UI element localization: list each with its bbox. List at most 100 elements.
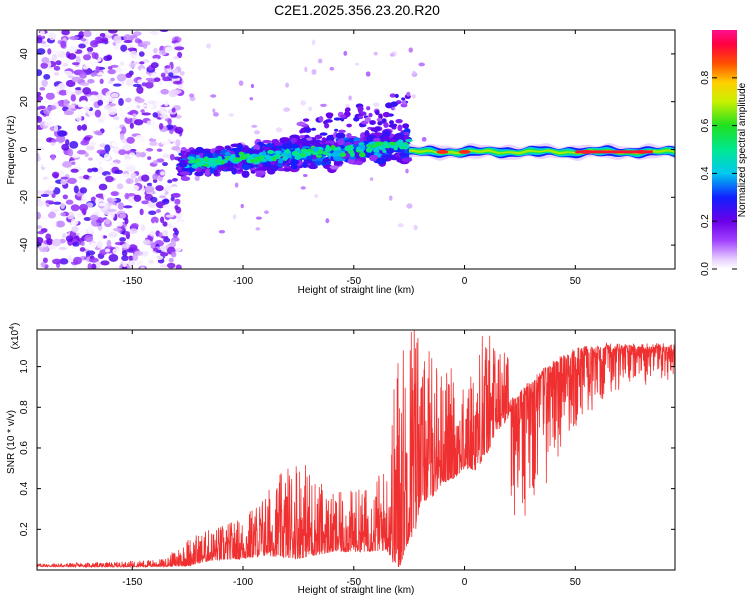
noise-speckle xyxy=(72,241,80,247)
noise-speckle xyxy=(37,91,42,97)
noise-speckle xyxy=(166,262,176,269)
signal-core xyxy=(373,149,380,153)
sparse-speckle xyxy=(413,224,418,231)
noise-speckle xyxy=(162,76,171,82)
noise-speckle xyxy=(140,266,145,269)
noise-speckle xyxy=(87,51,93,55)
sparse-speckle xyxy=(343,50,348,56)
noise-speckle xyxy=(174,126,184,134)
noise-speckle xyxy=(171,89,182,94)
noise-speckle xyxy=(174,198,181,205)
noise-speckle xyxy=(140,109,145,113)
sparse-speckle xyxy=(254,130,260,135)
noise-speckle xyxy=(60,202,65,210)
signal-blob xyxy=(335,160,344,165)
sparse-speckle xyxy=(300,186,306,190)
noise-speckle xyxy=(110,77,115,82)
noise-speckle xyxy=(113,227,122,232)
noise-speckle xyxy=(76,149,87,155)
noise-speckle xyxy=(51,50,61,55)
noise-speckle xyxy=(155,89,161,96)
noise-speckle xyxy=(129,50,138,59)
noise-speckle xyxy=(128,62,136,69)
noise-speckle xyxy=(133,194,142,202)
snr-ytick-label: 0.6 xyxy=(19,441,30,455)
noise-speckle xyxy=(142,125,152,129)
noise-speckle xyxy=(160,245,166,252)
noise-speckle xyxy=(65,199,74,205)
signal-blob xyxy=(381,154,392,159)
noise-speckle xyxy=(140,68,145,75)
signal-core xyxy=(282,151,287,157)
spec-ytick-label: 40 xyxy=(19,48,30,60)
noise-speckle xyxy=(88,157,93,161)
signal-core xyxy=(264,154,271,160)
noise-speckle xyxy=(162,154,173,158)
noise-speckle xyxy=(150,72,159,79)
noise-speckle xyxy=(70,94,76,102)
signal-core xyxy=(291,150,300,156)
noise-speckle xyxy=(158,107,166,114)
signal-core xyxy=(233,157,241,163)
noise-speckle xyxy=(140,224,146,232)
noise-speckle xyxy=(172,227,178,232)
sparse-speckle xyxy=(234,182,239,188)
noise-speckle xyxy=(142,235,148,239)
noise-speckle xyxy=(129,228,138,235)
noise-speckle xyxy=(148,259,155,264)
snr-xlabel: Height of straight line (km) xyxy=(298,585,415,596)
upper-streak xyxy=(353,116,360,122)
signal-core xyxy=(217,155,223,161)
noise-speckle xyxy=(65,79,76,88)
noise-speckle xyxy=(123,34,132,42)
noise-speckle xyxy=(171,146,181,151)
signal-core xyxy=(203,157,208,162)
spec-xtick-label: 50 xyxy=(570,276,582,287)
noise-speckle xyxy=(79,203,89,212)
noise-speckle xyxy=(162,98,168,103)
noise-speckle xyxy=(62,62,69,67)
noise-speckle xyxy=(174,46,185,51)
upper-streak xyxy=(401,100,407,105)
noise-speckle xyxy=(159,216,165,224)
noise-speckle xyxy=(94,109,102,118)
upper-streak xyxy=(334,128,339,132)
noise-speckle xyxy=(48,105,57,111)
signal-blob xyxy=(282,143,292,150)
signal-blob xyxy=(401,157,413,163)
noise-speckle xyxy=(83,174,90,180)
sparse-speckle xyxy=(325,218,330,224)
noise-speckle xyxy=(65,88,72,96)
noise-speckle xyxy=(70,204,80,212)
noise-speckle xyxy=(93,125,101,132)
noise-speckle xyxy=(69,35,79,41)
sparse-speckle xyxy=(240,203,244,209)
noise-speckle xyxy=(120,61,125,66)
noise-speckle xyxy=(51,171,60,178)
noise-speckle xyxy=(140,137,146,143)
noise-speckle xyxy=(129,122,134,129)
signal-blob xyxy=(250,170,256,174)
noise-speckle xyxy=(154,101,164,107)
signal-core xyxy=(262,158,267,163)
signal-core xyxy=(317,149,324,155)
noise-speckle xyxy=(80,38,87,42)
noise-speckle xyxy=(139,104,149,108)
noise-speckle xyxy=(141,112,151,116)
noise-speckle xyxy=(75,87,83,91)
noise-speckle xyxy=(65,235,74,242)
noise-speckle xyxy=(162,204,170,209)
upper-streak xyxy=(340,114,347,119)
noise-speckle xyxy=(155,185,164,192)
noise-speckle xyxy=(124,50,130,55)
noise-speckle xyxy=(40,62,48,69)
noise-speckle xyxy=(84,234,94,243)
noise-speckle xyxy=(125,178,134,185)
noise-speckle xyxy=(121,126,127,135)
noise-speckle xyxy=(147,104,154,109)
noise-speckle xyxy=(171,107,176,113)
colorbar-gradient xyxy=(712,30,737,269)
signal-core xyxy=(272,156,277,162)
upper-streak xyxy=(382,111,390,118)
signal-core xyxy=(371,144,377,148)
